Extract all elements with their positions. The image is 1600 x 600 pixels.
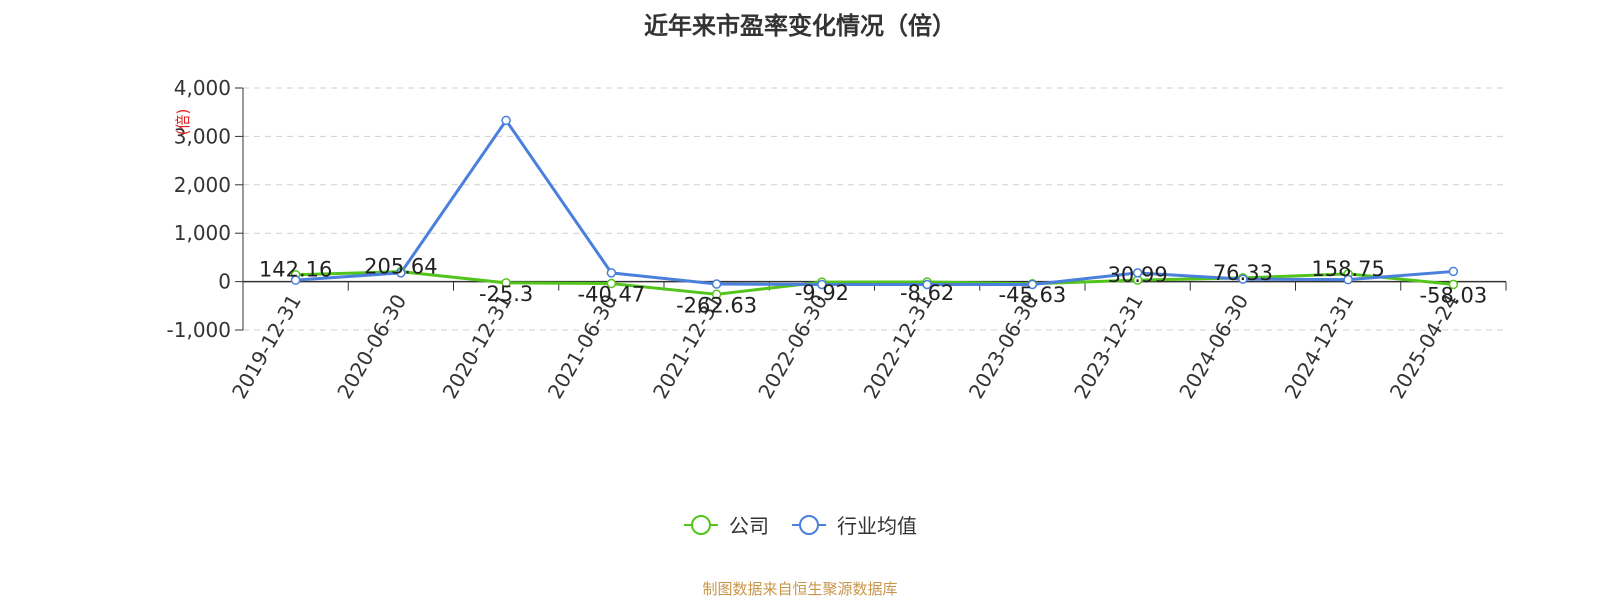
x-tick-label: 2023-12-31	[1069, 290, 1148, 403]
data-point-1	[711, 279, 722, 289]
x-tick-label: 2022-06-30	[753, 290, 832, 403]
data-label: -25.3	[479, 282, 533, 306]
legend-label: 行业均值	[837, 514, 917, 538]
legend: 公司 行业均值	[0, 510, 1600, 539]
x-tick-label: 2020-12-31	[438, 290, 517, 403]
data-label-layer: 142.16 205.64 -25.3 -40.47 -262.63 -9.92 -8.62…	[259, 255, 1487, 318]
grid-layer	[243, 87, 1506, 331]
data-label: 142.16	[259, 258, 332, 282]
data-label: 30.99	[1108, 263, 1168, 287]
y-tick-label: -1,000	[167, 318, 231, 342]
x-tick-label: 2023-06-30	[964, 290, 1043, 403]
axis-layer: -1,000 0 1,000 2,000 3,000 4,000 (倍) 2019-12-31…	[167, 76, 1507, 403]
chart-title: 近年来市盈率变化情况（倍）	[644, 12, 956, 40]
data-point-0	[1448, 279, 1459, 290]
series-line-1	[295, 118, 1454, 287]
data-label: -40.47	[578, 283, 646, 307]
source-note: 制图数据来自恒生聚源数据库	[702, 580, 898, 598]
data-point-1	[501, 115, 511, 126]
data-point-0	[606, 278, 617, 289]
data-label: -45.63	[999, 283, 1067, 307]
data-point-0	[711, 289, 722, 300]
data-label: -58.03	[1420, 283, 1488, 307]
data-label: -9.92	[795, 281, 849, 305]
legend-marker-icon	[684, 514, 718, 535]
y-tick-label: 2,000	[174, 173, 231, 197]
y-axis-label: (倍)	[174, 109, 192, 136]
y-tick-label: 3,000	[174, 124, 231, 148]
x-tick-label: 2024-12-31	[1280, 290, 1359, 403]
data-point-1	[606, 268, 617, 278]
data-point-1	[1027, 279, 1038, 290]
y-tick-label: 1,000	[174, 221, 231, 245]
y-tick-label: 4,000	[174, 76, 231, 100]
legend-marker-icon	[792, 514, 826, 535]
x-tick-label: 2022-12-31	[859, 290, 938, 403]
data-label: 158.75	[1311, 257, 1384, 281]
data-point-1	[290, 275, 301, 285]
data-point-1	[1343, 274, 1353, 285]
data-label: -262.63	[676, 293, 757, 317]
data-label: 76.33	[1213, 261, 1273, 285]
x-tick-label: 2024-06-30	[1174, 290, 1253, 403]
data-label: 205.64	[364, 255, 437, 279]
data-point-1	[817, 279, 827, 290]
data-point-1	[922, 279, 932, 290]
data-point-0	[501, 278, 511, 288]
data-label: -8.62	[900, 281, 954, 305]
series-line-0	[295, 270, 1454, 296]
y-tick-label: 0	[218, 270, 231, 294]
data-point-1	[1448, 266, 1459, 277]
series-layer	[290, 115, 1459, 300]
data-point-1	[1132, 268, 1143, 278]
x-tick-label: 2021-06-30	[543, 290, 622, 403]
legend-item[interactable]: 行业均值	[791, 510, 917, 539]
x-tick-label: 2020-06-30	[332, 290, 411, 403]
legend-item[interactable]: 公司	[683, 510, 769, 539]
legend-label: 公司	[729, 514, 769, 538]
data-point-1	[1238, 274, 1248, 284]
x-tick-label: 2019-12-31	[227, 290, 306, 403]
data-point-1	[396, 268, 406, 278]
